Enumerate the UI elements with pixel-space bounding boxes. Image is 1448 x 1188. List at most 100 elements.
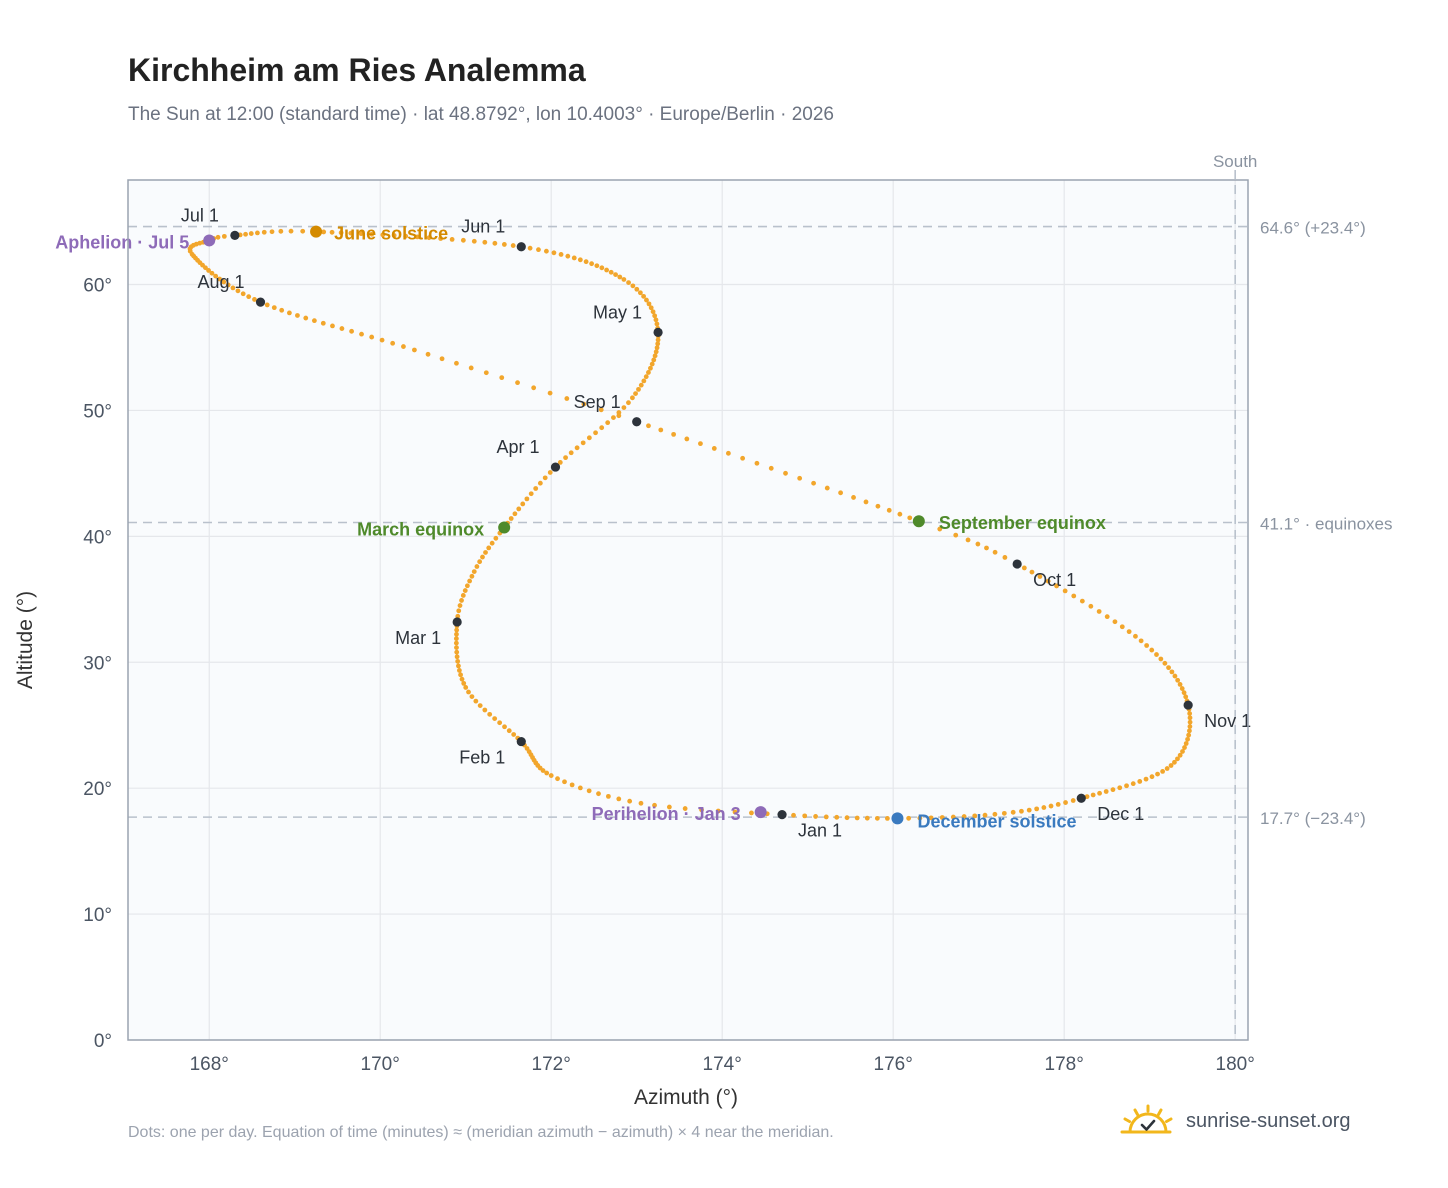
month-marker <box>1183 700 1193 710</box>
daily-sun-dot <box>906 815 912 821</box>
daily-sun-dot <box>414 234 420 240</box>
daily-sun-dot <box>349 328 354 334</box>
daily-sun-dot <box>907 515 913 521</box>
daily-sun-dot <box>571 255 577 261</box>
brand[interactable]: sunrise-sunset.org <box>1120 1104 1351 1138</box>
daily-sun-dot <box>854 815 860 821</box>
daily-sun-dot <box>515 380 520 386</box>
y-tick-label: 50° <box>83 401 112 422</box>
event-marker <box>891 812 904 825</box>
daily-sun-dot <box>454 627 460 633</box>
x-tick-label: 174° <box>703 1054 742 1075</box>
daily-sun-dot <box>536 247 541 253</box>
daily-sun-dot <box>621 277 627 282</box>
daily-sun-dot <box>252 297 257 302</box>
daily-sun-dot <box>605 420 611 426</box>
daily-sun-dot <box>215 234 221 240</box>
daily-sun-dot <box>321 229 327 235</box>
daily-sun-dot <box>240 291 246 297</box>
daily-sun-dot <box>1166 665 1171 671</box>
month-marker <box>230 230 240 241</box>
daily-sun-dot <box>581 401 587 407</box>
daily-sun-dot <box>492 240 498 246</box>
daily-sun-dot <box>1054 583 1059 589</box>
plot-area <box>128 180 1248 1040</box>
daily-sun-dot <box>1045 578 1051 584</box>
daily-sun-dot <box>477 703 483 708</box>
daily-sun-dot <box>651 357 657 363</box>
daily-sun-dot <box>1126 629 1132 635</box>
daily-sun-dot <box>608 269 614 275</box>
daily-sun-dot <box>874 815 880 821</box>
daily-sun-dot <box>474 564 480 569</box>
month-label: Mar 1 <box>395 628 441 648</box>
daily-sun-dot <box>454 360 459 366</box>
daily-sun-dot <box>965 537 971 543</box>
y-tick-label: 40° <box>83 527 112 548</box>
daily-sun-dot <box>754 460 760 466</box>
month-marker <box>516 736 526 747</box>
daily-sun-dot <box>641 293 646 299</box>
daily-sun-dot <box>574 445 580 451</box>
daily-sun-dot <box>641 378 647 384</box>
daily-sun-dot <box>1155 771 1160 777</box>
daily-sun-dot <box>520 501 526 507</box>
daily-sun-dot <box>598 407 604 413</box>
daily-sun-dot <box>972 813 978 819</box>
daily-sun-dot <box>501 242 507 247</box>
daily-sun-dot <box>492 716 498 721</box>
daily-sun-dot <box>975 541 981 547</box>
daily-sun-dot <box>542 475 548 481</box>
daily-sun-dot <box>992 549 998 555</box>
daily-sun-dot <box>499 375 505 381</box>
daily-sun-dot <box>1177 682 1183 687</box>
daily-sun-dot <box>512 511 518 517</box>
y-tick-label: 10° <box>83 905 112 926</box>
daily-sun-dot <box>984 545 989 551</box>
daily-sun-dot <box>1149 774 1155 780</box>
daily-sun-dot <box>1144 643 1150 648</box>
daily-sun-dot <box>638 800 644 806</box>
daily-sun-dot <box>953 532 959 538</box>
y-tick-label: 30° <box>83 653 112 674</box>
event-marker <box>310 225 323 238</box>
daily-sun-dot <box>401 344 406 349</box>
daily-sun-dot <box>483 370 489 376</box>
daily-sun-dot <box>547 390 553 396</box>
daily-sun-dot <box>586 788 592 794</box>
daily-sun-dot <box>303 315 309 321</box>
daily-sun-dot <box>300 228 306 234</box>
daily-sun-dot <box>471 569 477 574</box>
daily-sun-dot <box>1137 779 1143 784</box>
daily-sun-dot <box>653 349 659 355</box>
daily-sun-dot <box>537 480 543 486</box>
daily-sun-dot <box>569 782 575 788</box>
daily-sun-dot <box>264 302 270 308</box>
daily-sun-dot <box>682 806 688 811</box>
daily-sun-dot <box>502 724 507 730</box>
daily-sun-dot <box>864 815 870 821</box>
daily-sun-dot <box>1097 790 1102 796</box>
daily-sun-dot <box>928 815 934 821</box>
daily-sun-dot <box>1175 677 1181 683</box>
daily-sun-dot <box>1187 711 1193 716</box>
daily-sun-dot <box>671 431 677 437</box>
event-label: September equinox <box>939 513 1106 533</box>
daily-sun-dot <box>1062 588 1068 594</box>
daily-sun-dot <box>654 321 660 327</box>
month-label: May 1 <box>593 302 642 322</box>
daily-sun-dot <box>547 470 553 475</box>
daily-sun-dot <box>469 694 475 699</box>
reference-line-label: 64.6° (+23.4°) <box>1260 219 1366 238</box>
daily-sun-dot <box>568 450 574 456</box>
daily-sun-dot <box>630 283 636 289</box>
daily-sun-dot <box>634 286 640 292</box>
event-marker <box>498 521 511 534</box>
daily-sun-dot <box>230 285 236 291</box>
x-tick-label: 180° <box>1216 1054 1255 1075</box>
daily-sun-dot <box>823 814 829 820</box>
daily-sun-dot <box>1048 803 1054 809</box>
daily-sun-dot <box>544 248 549 254</box>
daily-sun-dot <box>269 229 275 235</box>
daily-sun-dot <box>565 253 571 259</box>
